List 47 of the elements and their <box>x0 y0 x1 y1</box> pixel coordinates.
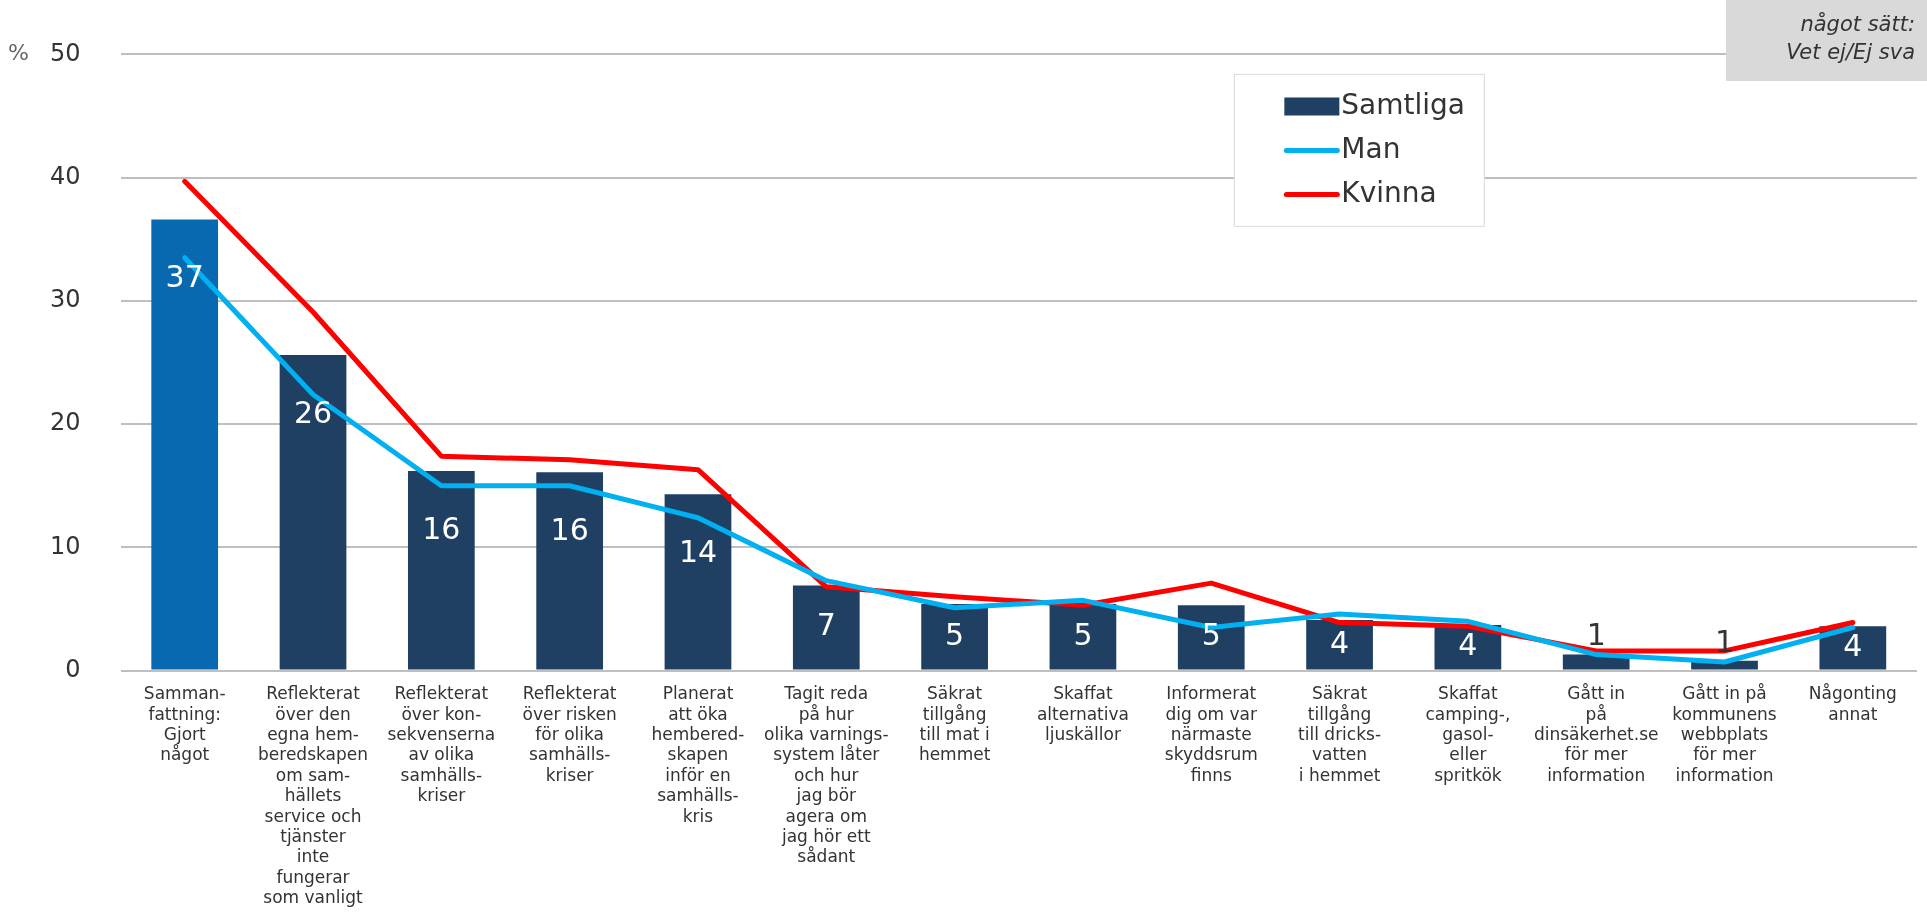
data-label: 14 <box>678 534 718 570</box>
x-tick-label: Gått in på dinsäkerhet.se för mer information <box>1533 683 1659 785</box>
data-label: 16 <box>550 511 589 547</box>
category-label: Tagit reda på hur olika varnings- system låter och hur jag bör agera om jag hör ett sådant <box>764 683 889 867</box>
bar <box>536 472 604 670</box>
data-label: 37 <box>165 259 204 295</box>
y-axis-title: % <box>8 40 29 66</box>
bar <box>279 355 347 670</box>
data-label: 4 <box>1330 624 1350 660</box>
x-tick-label: Någonting annat <box>1808 683 1897 724</box>
y-tick-label: 50 <box>49 38 81 67</box>
x-tick-label: Säkrat tillgång till mat i hemmet <box>918 683 991 765</box>
y-tick-label: 10 <box>49 531 81 560</box>
legend-label: Man <box>1341 131 1401 165</box>
data-label: 1 <box>1586 617 1606 653</box>
x-tick-label: Skaffat camping-, gasol- eller spritkök <box>1425 683 1511 785</box>
y-tick-label: 0 <box>65 654 81 683</box>
bar <box>792 585 860 670</box>
bar <box>664 494 732 670</box>
x-tick-label: Planerat att öka hembered- skapen inför en samhälls- kris <box>651 683 745 826</box>
x-tick-label: Säkrat tillgång till dricks- vatten i hemmet <box>1298 683 1382 785</box>
y-tick-label: 40 <box>49 161 81 190</box>
x-tick-label: Samman- fattning: Gjort något <box>143 683 226 765</box>
data-label: 5 <box>945 616 965 652</box>
data-label: 7 <box>816 607 836 643</box>
data-label: 4 <box>1458 627 1478 663</box>
y-tick-label: 20 <box>49 408 81 437</box>
data-label: 26 <box>293 394 333 430</box>
data-label: 4 <box>1843 627 1863 663</box>
bar <box>1177 605 1245 670</box>
note-box: något sätt: Vet ej/Ej sva <box>1726 0 1927 81</box>
bar <box>407 470 475 670</box>
legend-label: Kvinna <box>1341 175 1437 209</box>
bar <box>1306 620 1373 670</box>
bar <box>151 219 219 670</box>
x-tick-label: Informerat dig om var närmaste skyddsrum finns <box>1164 683 1258 785</box>
x-tick-label: Reflekterat över risken för olika samhälls- kriser <box>522 683 617 785</box>
x-tick-label: Skaffat alternativa ljuskällor <box>1036 683 1129 745</box>
bar <box>921 604 988 670</box>
y-tick-label: 30 <box>49 285 81 314</box>
x-tick-label: Gått in på kommunens webbplats för mer information <box>1672 683 1777 785</box>
data-label: 5 <box>1073 616 1093 652</box>
legend-label: Samtliga <box>1341 87 1466 121</box>
bar <box>1049 604 1117 670</box>
x-tick-label: Reflekterat över kon- sekvenserna av olika samhälls- kriser <box>387 683 496 806</box>
category-label: Reflekterat över den egna hem- beredskapen om sam- hällets service och tjänster inte fungerar som vanligt <box>258 683 368 908</box>
data-label: 16 <box>422 510 461 546</box>
